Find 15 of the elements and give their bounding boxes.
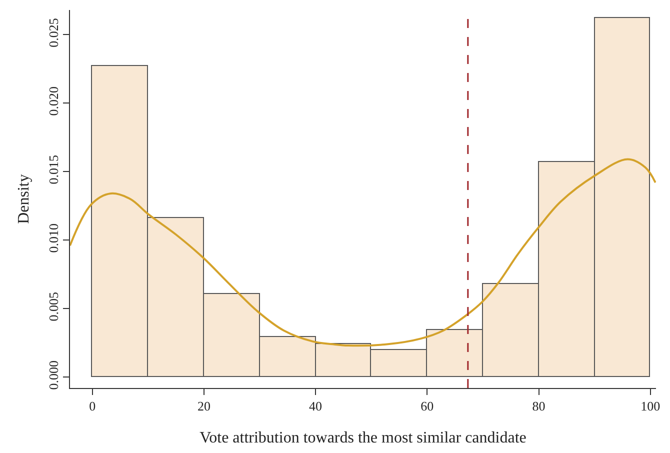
y-tick-label: 0.000: [46, 360, 61, 390]
x-tick-label: 0: [89, 398, 96, 414]
y-tick-label: 0.005: [46, 292, 61, 322]
y-tick-label: 0.025: [46, 18, 61, 48]
y-tick-label: 0.020: [46, 86, 61, 116]
line-series: [70, 158, 656, 347]
x-tick-label: 100: [640, 398, 660, 414]
x-tick-label: 40: [309, 398, 322, 414]
x-axis-title: Vote attribution towards the most similar candidate: [200, 429, 526, 446]
x-tick-label: 60: [420, 398, 434, 414]
y-axis-title: Density: [16, 174, 33, 224]
x-tick-label: 20: [197, 398, 210, 414]
y-tick-label: 0.015: [46, 155, 61, 184]
x-tick-label: 80: [532, 398, 546, 414]
y-tick-label: 0.010: [46, 224, 61, 253]
